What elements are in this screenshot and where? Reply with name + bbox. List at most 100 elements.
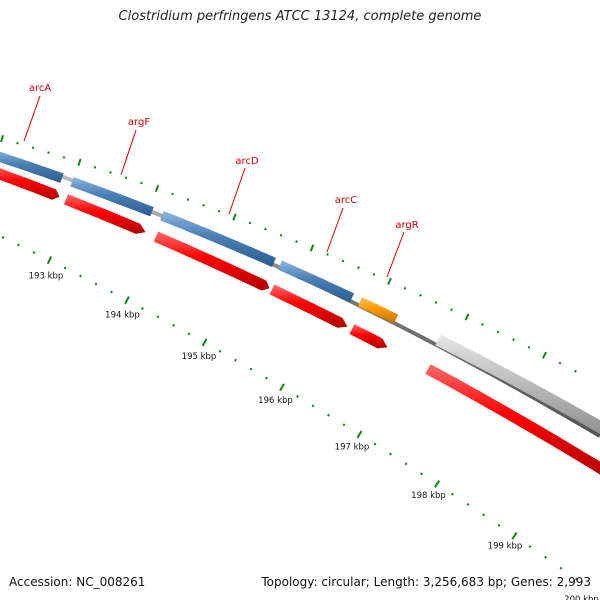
gene-bar-red[interactable] [64,194,146,234]
scale-tick [156,315,160,319]
scale-tick [559,566,563,570]
scale-tick [433,480,441,488]
gene-label-arcC[interactable]: arcC [335,195,358,206]
gene-bar-grey[interactable] [435,334,600,438]
outer-tick [186,198,190,201]
scale-tick [528,545,532,549]
scale-tick [234,358,237,362]
scale-tick [94,282,98,286]
scale-labels: 193 kbp 194 kbp 195 kbp 196 kbp 197 kbp 198 k… [29,272,599,600]
scale-tick [172,323,175,327]
outer-tick [171,192,174,196]
outer-tick [264,227,267,231]
genome-summary-text: Topology: circular; Length: 3,256,683 bp… [261,575,591,589]
gene-bar-red[interactable] [349,324,388,349]
scale-label: 197 kbp [335,442,370,452]
scale-tick [356,430,363,439]
scale-tick [311,404,315,408]
outer-tick [232,213,237,221]
scale-tick [249,367,253,371]
outer-tick [419,293,422,297]
gene-bar-red[interactable] [153,231,270,291]
scale-tick [110,290,113,294]
scale-tick [482,513,485,517]
outer-tick [357,266,360,270]
genome-title: Clostridium perfringens ATCC 13124, comp… [118,9,482,24]
gene-label-argR[interactable]: argR [395,220,418,231]
gene-bar-red[interactable] [425,364,600,477]
scale-label: 193 kbp [29,272,64,282]
outer-tick [279,233,283,237]
outer-tick [77,158,82,166]
gene-callout-line [386,231,405,278]
scale-label: 194 kbp [105,311,140,321]
scale-label: 199 kbp [488,542,523,552]
gene-callouts: arcA argF arcD arcC argR [23,83,419,278]
scale-tick-marks [1,236,578,581]
scale-tick [404,462,408,466]
outer-tick [558,361,562,365]
backbone-line [0,152,600,438]
scale-tick [451,492,454,496]
outer-tick [481,323,484,326]
scale-tick [1,236,5,239]
outer-tick [372,273,376,276]
outer-tick [464,313,470,321]
outer-tick [217,209,221,213]
scale-tick [63,266,67,270]
outer-tick [31,146,35,150]
outer-tick [140,181,143,185]
outer-tick [124,176,128,180]
gene-callout-line [326,207,344,253]
outer-tick [574,369,577,373]
outer-tick [295,240,298,243]
outer-tick [202,203,205,207]
outer-tick [403,286,407,290]
outer-tick [326,253,329,256]
scale-tick [141,307,144,310]
gene-bar-orange[interactable] [357,297,399,324]
outer-tick [450,308,453,312]
gene-label-arcA[interactable]: arcA [29,83,52,94]
gene-bar-blue[interactable] [0,149,64,183]
gene-callout-line [23,95,41,142]
scale-tick [342,423,346,427]
outer-tick [109,171,112,174]
scale-tick [420,472,423,476]
outer-tick [62,156,66,159]
scale-tick [265,376,268,380]
scale-tick [575,577,578,581]
outer-tick [527,345,531,349]
outer-tick [542,351,547,359]
accession-text: Accession: NC_008261 [9,575,146,589]
scale-tick [389,452,392,456]
outer-tick [496,330,500,334]
gene-bar-red[interactable] [0,165,60,200]
gene-features [0,149,600,477]
scale-label: 195 kbp [182,352,217,362]
outer-tick [0,134,4,143]
scale-tick [201,338,208,347]
outer-tick [434,301,438,304]
scale-tick [124,296,130,305]
scale-tick [279,383,285,392]
gene-bar-blue[interactable] [278,260,355,303]
outer-tick [93,165,97,169]
scale-tick [511,532,518,540]
gene-bar-red[interactable] [269,284,348,328]
gene-bar-blue[interactable] [160,211,276,267]
scale-tick [218,349,222,353]
scale-tick [373,442,377,446]
scale-tick [17,243,20,247]
outer-tick [16,141,19,145]
gene-bar-blue[interactable] [70,177,154,217]
scale-tick [46,256,53,265]
outer-tick-marks [0,134,577,373]
outer-tick [512,338,515,342]
scale-tick [544,555,547,559]
gene-label-arcD[interactable]: arcD [235,156,259,167]
gene-label-argF[interactable]: argF [128,117,150,128]
outer-tick [154,184,160,193]
outer-tick [341,259,345,263]
